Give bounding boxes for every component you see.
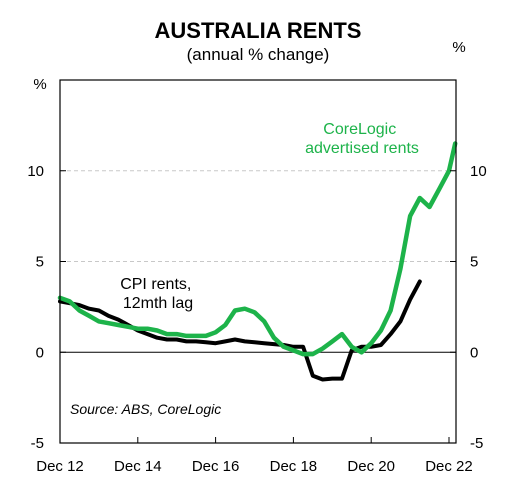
series-label-cpi-line-2: 12mth lag: [123, 295, 193, 312]
series-label-corelogic-line-2: advertised rents: [305, 140, 419, 157]
left-tick-label: 10: [27, 163, 44, 180]
left-tick-label: 5: [36, 254, 44, 271]
series-line-corelogic: [57, 141, 458, 357]
series-labels: CPI rents, 12mth lag CoreLogic advertise…: [120, 121, 419, 312]
series-label-corelogic: CoreLogic advertised rents: [305, 121, 419, 157]
series-label-cpi-line-1: CPI rents,: [120, 276, 191, 293]
series-label-cpi: CPI rents, 12mth lag: [120, 276, 196, 312]
right-tick-label: -5: [470, 435, 483, 452]
chart-subtitle: (annual % change): [187, 45, 330, 64]
left-axis-ticks: -5 0 5 10: [27, 163, 66, 452]
right-tick-label: 0: [470, 344, 478, 361]
x-tick-label: Dec 16: [192, 458, 240, 475]
source-note: Source: ABS, CoreLogic: [70, 401, 221, 417]
x-tick-label: Dec 14: [114, 458, 162, 475]
x-tick-label: Dec 22: [425, 458, 473, 475]
left-axis-unit: %: [33, 76, 46, 93]
right-axis-ticks: -5 0 5 10: [450, 163, 487, 452]
series-label-corelogic-line-1: CoreLogic: [323, 121, 396, 138]
chart-title: AUSTRALIA RENTS: [155, 18, 362, 43]
right-tick-label: 5: [470, 254, 478, 271]
gridlines: [60, 170, 456, 353]
x-tick-label: Dec 18: [270, 458, 318, 475]
x-tick-label: Dec 20: [347, 458, 395, 475]
left-tick-label: 0: [36, 344, 44, 361]
series-layer: [57, 141, 458, 382]
left-tick-label: -5: [31, 435, 44, 452]
right-tick-label: 10: [470, 163, 487, 180]
x-tick-label: Dec 12: [36, 458, 84, 475]
series-line-cpi-rents: [58, 279, 422, 382]
right-axis-unit: %: [452, 39, 465, 56]
x-axis-ticks: Dec 12 Dec 14 Dec 16 Dec 18 Dec 20 Dec 22: [36, 437, 473, 475]
